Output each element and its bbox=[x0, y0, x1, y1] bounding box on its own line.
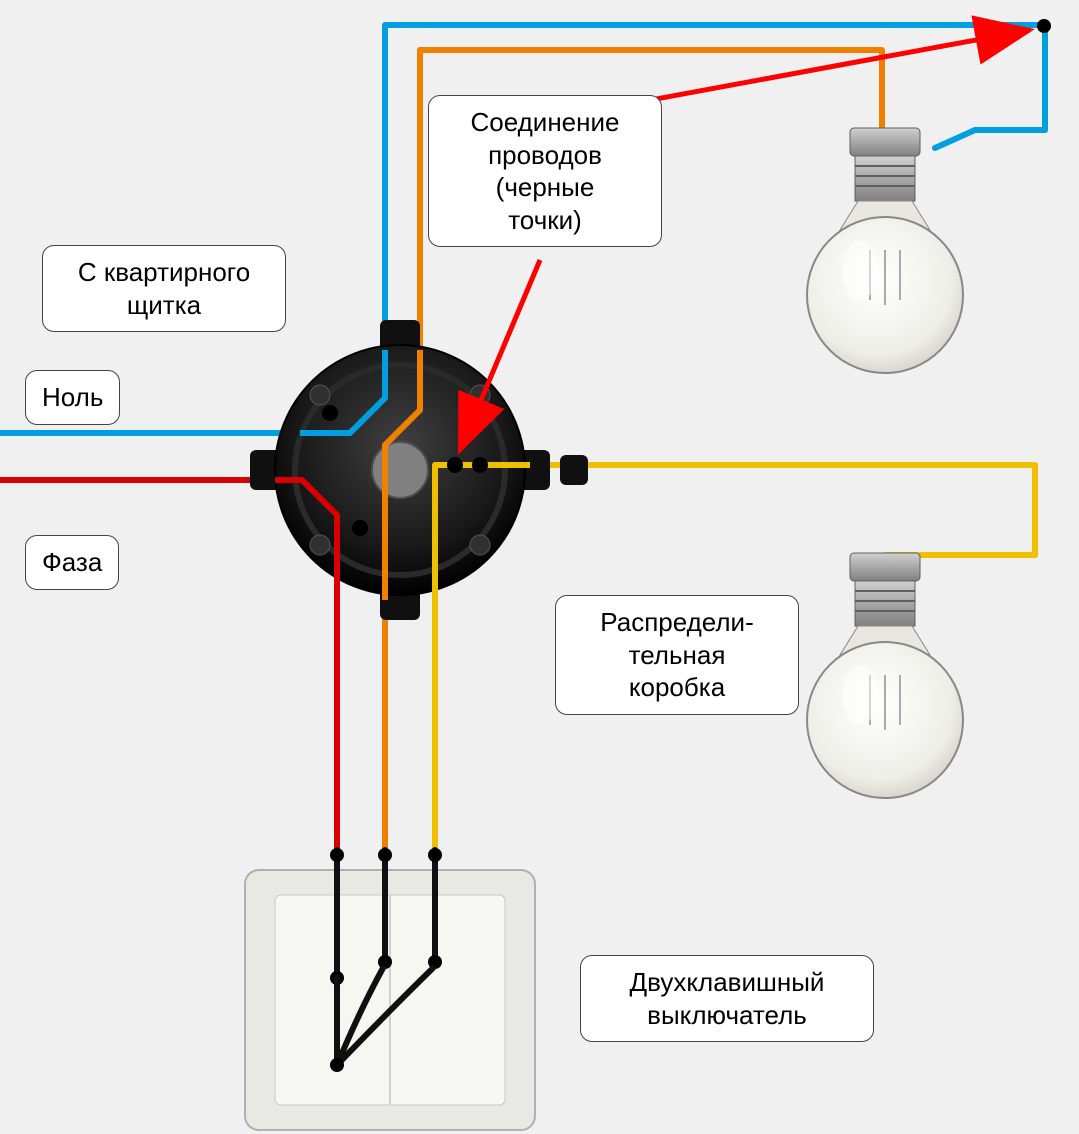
bulb1-neutral-tap bbox=[935, 130, 1045, 148]
label-switch: Двухклавишный выключатель bbox=[580, 955, 874, 1042]
label-neutral: Ноль bbox=[25, 370, 120, 425]
label-from-panel: С квартирного щитка bbox=[42, 245, 286, 332]
bulb-1-icon bbox=[807, 128, 963, 373]
double-switch-icon bbox=[245, 870, 535, 1130]
label-junction-box: Распредели- тельная коробка bbox=[555, 595, 799, 715]
label-connection: Соединение проводов (черные точки) bbox=[428, 95, 662, 247]
label-phase: Фаза bbox=[25, 535, 119, 590]
bulb-2-icon bbox=[807, 553, 963, 798]
junction-dot-top bbox=[1037, 19, 1051, 33]
